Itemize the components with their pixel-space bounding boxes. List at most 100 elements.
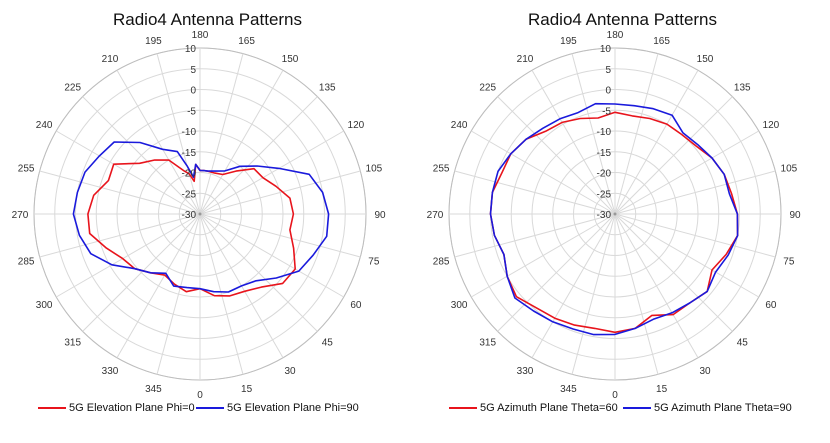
radial-tick-label: 5 bbox=[605, 65, 611, 76]
angle-tick-label: 210 bbox=[102, 54, 119, 65]
angle-labels: 0153045607590105120135150165180195210225… bbox=[427, 30, 801, 401]
radial-labels: -30 -25 -20 -15 -10 -5 0 5 10 bbox=[182, 44, 197, 221]
grid-spoke bbox=[614, 213, 760, 298]
angle-tick-label: 270 bbox=[427, 210, 444, 221]
angle-tick-label: 315 bbox=[479, 337, 496, 348]
angle-tick-label: 210 bbox=[517, 54, 534, 65]
radial-tick-label: 10 bbox=[600, 44, 612, 55]
angle-tick-label: 330 bbox=[517, 366, 534, 377]
grid-spoke bbox=[531, 213, 616, 359]
angle-tick-label: 120 bbox=[348, 120, 365, 131]
grid-spoke bbox=[614, 213, 659, 375]
angle-tick-label: 255 bbox=[18, 163, 35, 174]
legend-item: 5G Azimuth Plane Theta=60 bbox=[449, 402, 618, 414]
legend-item: 5G Azimuth Plane Theta=90 bbox=[623, 402, 792, 414]
grid-spoke bbox=[199, 213, 318, 332]
grid-spoke bbox=[82, 96, 201, 215]
grid-spoke bbox=[614, 170, 776, 215]
legend: 5G Elevation Plane Phi=0 5G Elevation Pl… bbox=[0, 402, 415, 418]
grid-spoke bbox=[531, 69, 616, 215]
angle-tick-label: 225 bbox=[479, 83, 496, 94]
angle-tick-label: 75 bbox=[783, 257, 795, 268]
grid-spoke bbox=[156, 213, 201, 375]
radial-tick-label: 0 bbox=[605, 86, 611, 97]
angle-tick-label: 165 bbox=[653, 36, 670, 47]
grid-spoke bbox=[497, 213, 616, 332]
grid-spoke bbox=[55, 213, 201, 298]
angle-tick-label: 270 bbox=[12, 210, 29, 221]
grid-spoke bbox=[199, 213, 244, 375]
angle-tick-label: 300 bbox=[36, 300, 53, 311]
angle-tick-label: 0 bbox=[612, 390, 618, 401]
radial-tick-label: -20 bbox=[597, 169, 612, 180]
legend-line-blue bbox=[623, 407, 651, 410]
angle-tick-label: 105 bbox=[781, 163, 798, 174]
legend-item: 5G Elevation Plane Phi=0 bbox=[38, 402, 195, 414]
grid-spoke bbox=[470, 213, 616, 298]
chart-panel-right: Radio4 Antenna Patterns 0 15 30 45 60 75 90 105… bbox=[415, 0, 830, 443]
grid-spoke bbox=[614, 130, 760, 215]
radial-tick-label: -10 bbox=[597, 127, 612, 138]
radial-tick-label: -25 bbox=[597, 189, 612, 200]
angle-tick-label: 195 bbox=[560, 36, 577, 47]
angle-tick-label: 225 bbox=[64, 83, 81, 94]
angle-tick-label: 30 bbox=[284, 366, 296, 377]
radial-tick-label: -25 bbox=[182, 189, 197, 200]
angle-tick-label: 345 bbox=[145, 384, 162, 395]
angle-tick-label: 315 bbox=[64, 337, 81, 348]
radial-tick-label: 0 bbox=[190, 86, 196, 97]
legend: 5G Azimuth Plane Theta=60 5G Azimuth Pla… bbox=[415, 402, 830, 418]
radial-tick-label: -30 bbox=[597, 210, 612, 221]
series-line-blue bbox=[72, 141, 330, 293]
angle-labels: 0153045607590105120135150165180195210225… bbox=[12, 30, 386, 401]
angle-tick-label: 30 bbox=[699, 366, 711, 377]
angle-tick-label: 0 bbox=[197, 390, 203, 401]
angle-tick-label: 195 bbox=[145, 36, 162, 47]
legend-label: 5G Azimuth Plane Theta=60 bbox=[480, 402, 618, 415]
angle-tick-label: 135 bbox=[319, 83, 336, 94]
grid-spoke bbox=[199, 213, 361, 258]
chart-panel-left: Radio4 Antenna Patterns 0 15 30 45 60 75 90 105… bbox=[0, 10, 415, 418]
radial-tick-label: -5 bbox=[187, 106, 196, 117]
angle-tick-label: 15 bbox=[656, 384, 668, 395]
angle-tick-label: 150 bbox=[282, 54, 299, 65]
angle-tick-label: 285 bbox=[18, 257, 35, 268]
radial-tick-label: -15 bbox=[597, 148, 612, 159]
grid-spoke bbox=[39, 213, 201, 258]
legend-item: 5G Elevation Plane Phi=90 bbox=[196, 402, 359, 414]
chart-title: Radio4 Antenna Patterns bbox=[112, 10, 303, 29]
angle-tick-label: 45 bbox=[737, 337, 749, 348]
polar-plot: 0153045607590105120135150165180195210225… bbox=[427, 30, 801, 401]
grid-spoke bbox=[199, 96, 318, 215]
grid-spoke bbox=[571, 213, 616, 375]
grid-spoke bbox=[614, 69, 699, 215]
angle-tick-label: 90 bbox=[789, 210, 801, 221]
radial-tick-label: -15 bbox=[182, 148, 197, 159]
grid-spoke bbox=[39, 170, 201, 215]
radial-tick-label: -5 bbox=[602, 106, 611, 117]
angle-tick-label: 120 bbox=[763, 120, 780, 131]
angle-tick-label: 180 bbox=[607, 30, 624, 41]
legend-line-red bbox=[38, 407, 66, 410]
angle-tick-label: 75 bbox=[368, 257, 380, 268]
grid-spoke bbox=[497, 96, 616, 215]
chart-title: Radio4 Antenna Patterns bbox=[527, 10, 718, 29]
grid-spoke bbox=[199, 53, 244, 215]
angle-tick-label: 285 bbox=[433, 257, 450, 268]
grid-spoke bbox=[199, 69, 284, 215]
angle-tick-label: 240 bbox=[451, 120, 468, 131]
radial-tick-label: -10 bbox=[182, 127, 197, 138]
grid-spoke bbox=[454, 170, 616, 215]
grid-spoke bbox=[614, 53, 659, 215]
legend-line-blue bbox=[196, 407, 224, 410]
angle-tick-label: 300 bbox=[451, 300, 468, 311]
radial-tick-label: -20 bbox=[182, 169, 197, 180]
grid-spoke bbox=[614, 213, 699, 359]
grid-spoke bbox=[571, 53, 616, 215]
angle-tick-label: 255 bbox=[433, 163, 450, 174]
grid-spoke bbox=[199, 130, 345, 215]
polar-grid bbox=[33, 47, 367, 381]
center-dot bbox=[613, 212, 617, 216]
angle-tick-label: 240 bbox=[36, 120, 53, 131]
radial-tick-label: 10 bbox=[185, 44, 197, 55]
